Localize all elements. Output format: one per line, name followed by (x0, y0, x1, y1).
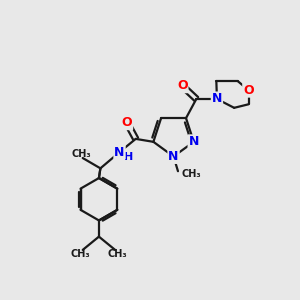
Text: CH₃: CH₃ (71, 149, 91, 160)
Text: CH₃: CH₃ (182, 169, 201, 179)
Text: N: N (188, 135, 199, 148)
Text: N: N (168, 150, 179, 163)
Text: N: N (114, 146, 125, 159)
Text: O: O (243, 84, 254, 97)
Text: N: N (212, 92, 222, 106)
Text: O: O (177, 79, 188, 92)
Text: H: H (124, 152, 133, 162)
Text: CH₃: CH₃ (108, 249, 127, 259)
Text: CH₃: CH₃ (70, 249, 90, 259)
Text: O: O (122, 116, 132, 129)
